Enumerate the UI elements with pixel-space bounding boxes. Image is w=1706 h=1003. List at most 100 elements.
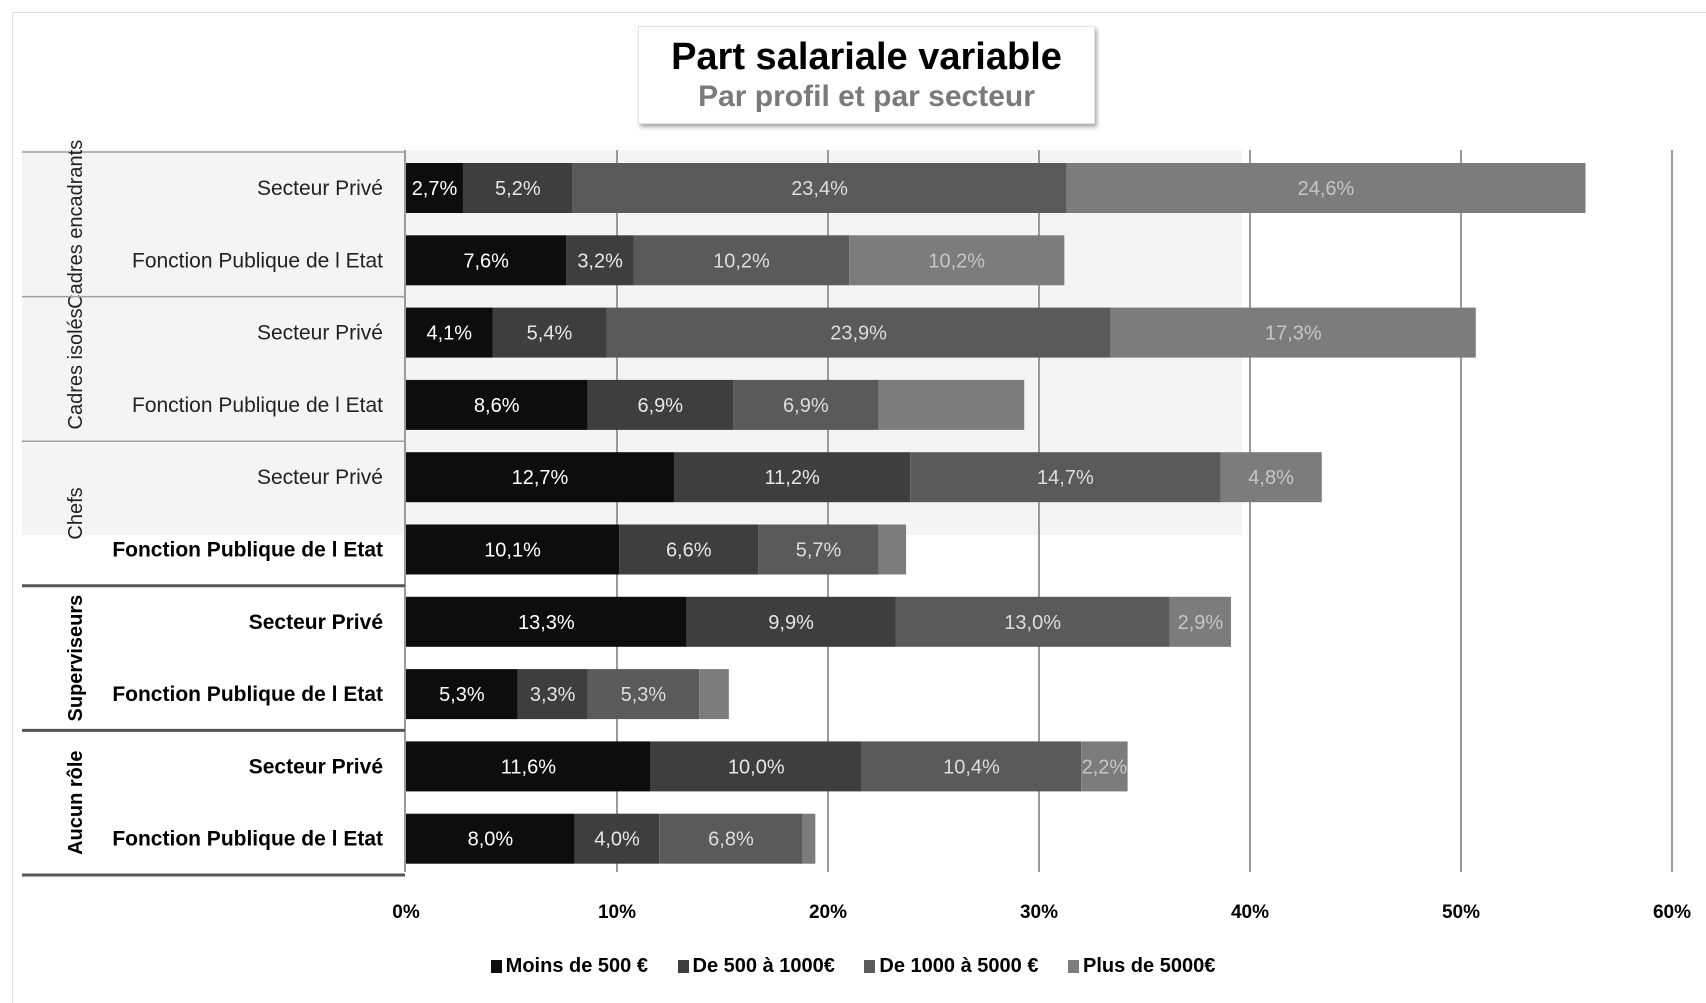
category-label: Fonction Publique de l Etat (112, 539, 383, 562)
data-label: 10,4% (943, 756, 1000, 778)
data-label: 8,6% (474, 395, 520, 417)
data-label: 10,2% (713, 250, 770, 272)
bar-segment (659, 813, 803, 864)
x-tick-label: 30% (1020, 902, 1058, 923)
x-tick-label: 20% (809, 902, 847, 923)
bar-segment (1066, 163, 1586, 213)
group-label: Chefs (65, 487, 87, 539)
legend-swatch (490, 960, 502, 973)
bar-segment (878, 524, 907, 575)
bar-segment (517, 669, 588, 720)
title-box: Part salariale variable Par profil et pa… (638, 26, 1095, 124)
bar-segment (492, 307, 607, 358)
data-label: 5,3% (621, 684, 667, 706)
group-label: Cadres isolés (65, 308, 87, 429)
data-label: 4,8% (1248, 467, 1294, 489)
bar-segment (406, 379, 588, 430)
bar-segment (1220, 452, 1322, 503)
data-label: 6,8% (708, 829, 754, 851)
bar-segment (406, 524, 620, 575)
legend-swatch (1068, 960, 1080, 973)
data-label: 5,3% (439, 684, 485, 706)
chart-subtitle: Par profil et par secteur (698, 80, 1035, 113)
data-label: 5,2% (495, 178, 541, 200)
bar-segment (733, 379, 879, 430)
legend-label: De 500 à 1000€ (692, 955, 835, 977)
data-label: 13,3% (518, 612, 575, 634)
category-label: Secteur Privé (257, 322, 383, 345)
x-tick-label: 50% (1442, 902, 1480, 923)
data-label: 14,7% (1037, 467, 1094, 489)
legend-label: De 1000 à 5000 € (879, 955, 1039, 977)
bar-segment (758, 524, 879, 575)
category-labels: Secteur Privé Fonction Publique de l Etat… (22, 140, 405, 877)
bar-segment (1110, 307, 1476, 358)
legend-label: Plus de 5000€ (1083, 955, 1216, 977)
data-label: 24,6% (1298, 178, 1355, 200)
data-label: 12,7% (512, 467, 569, 489)
group-label: Cadres encadrants (65, 140, 87, 309)
x-tick-label: 10% (598, 902, 636, 923)
bar-segment (802, 813, 816, 864)
group-label: Superviseurs (65, 595, 87, 722)
bar-segment (686, 596, 896, 647)
data-label: 6,9% (637, 395, 683, 417)
bar-segment (895, 596, 1170, 647)
bar-segment (406, 452, 674, 503)
bar-segment (406, 741, 651, 792)
data-label: 7,6% (463, 250, 509, 272)
bars: 2,7% 5,2% 23,4% 24,6% 7,6% 3,2% 10,2% 10,2% 4,1%… (406, 163, 1586, 864)
data-label: 23,4% (791, 178, 848, 200)
x-axis-ticks: 0% 10% 20% 30% 40% 50% 60% (392, 902, 1691, 923)
bar-segment (878, 379, 1025, 430)
bar-segment (619, 524, 759, 575)
bar-segment (699, 669, 729, 720)
bar-segment (566, 235, 634, 286)
bar-segment (606, 307, 1111, 358)
bar-segment (1169, 596, 1232, 647)
bar-segment (572, 163, 1067, 213)
data-label: 3,3% (530, 684, 576, 706)
bar-segment (574, 813, 660, 864)
data-label: 6,9% (783, 395, 829, 417)
bar-segment (910, 452, 1221, 503)
bar-segment (406, 235, 567, 286)
chart-title: Part salariale variable (671, 36, 1062, 78)
bar-segment (861, 741, 1082, 792)
data-label: 13,0% (1004, 612, 1061, 634)
data-label: 4,1% (426, 323, 472, 345)
bar-segment (406, 163, 463, 213)
bar-segment (406, 813, 575, 864)
bar-segment (406, 596, 687, 647)
chart-frame (12, 12, 1706, 1003)
data-label: 9,9% (768, 612, 814, 634)
data-label: 4,0% (594, 829, 640, 851)
bar-segment (406, 307, 493, 358)
data-label: 8,0% (468, 829, 514, 851)
legend-item: De 1000 à 5000 € (864, 955, 1038, 978)
data-label: 10,2% (928, 250, 985, 272)
data-label: 10,0% (728, 756, 785, 778)
bar-segment (587, 669, 700, 720)
data-label: 17,3% (1265, 323, 1322, 345)
bar-segment (650, 741, 862, 792)
group-label: Aucun rôle (65, 750, 87, 854)
legend-item: Moins de 500 € (490, 955, 648, 978)
data-label: 10,1% (484, 540, 541, 562)
bar-segment (633, 235, 850, 286)
category-label: Secteur Privé (249, 755, 383, 778)
data-label: 2,2% (1082, 756, 1128, 778)
data-label: 5,7% (796, 540, 842, 562)
bar-segment (462, 163, 573, 213)
data-label: 11,6% (501, 756, 556, 778)
category-label: Secteur Privé (257, 177, 383, 200)
category-label: Fonction Publique de l Etat (132, 249, 383, 272)
data-label: 2,7% (412, 178, 458, 200)
data-label: 5,4% (527, 323, 573, 345)
x-tick-label: 0% (392, 902, 420, 923)
legend-item: De 500 à 1000€ (677, 955, 835, 978)
data-label: 6,6% (666, 540, 712, 562)
legend-item: Plus de 5000€ (1068, 955, 1215, 978)
bar-segment (1081, 741, 1128, 792)
